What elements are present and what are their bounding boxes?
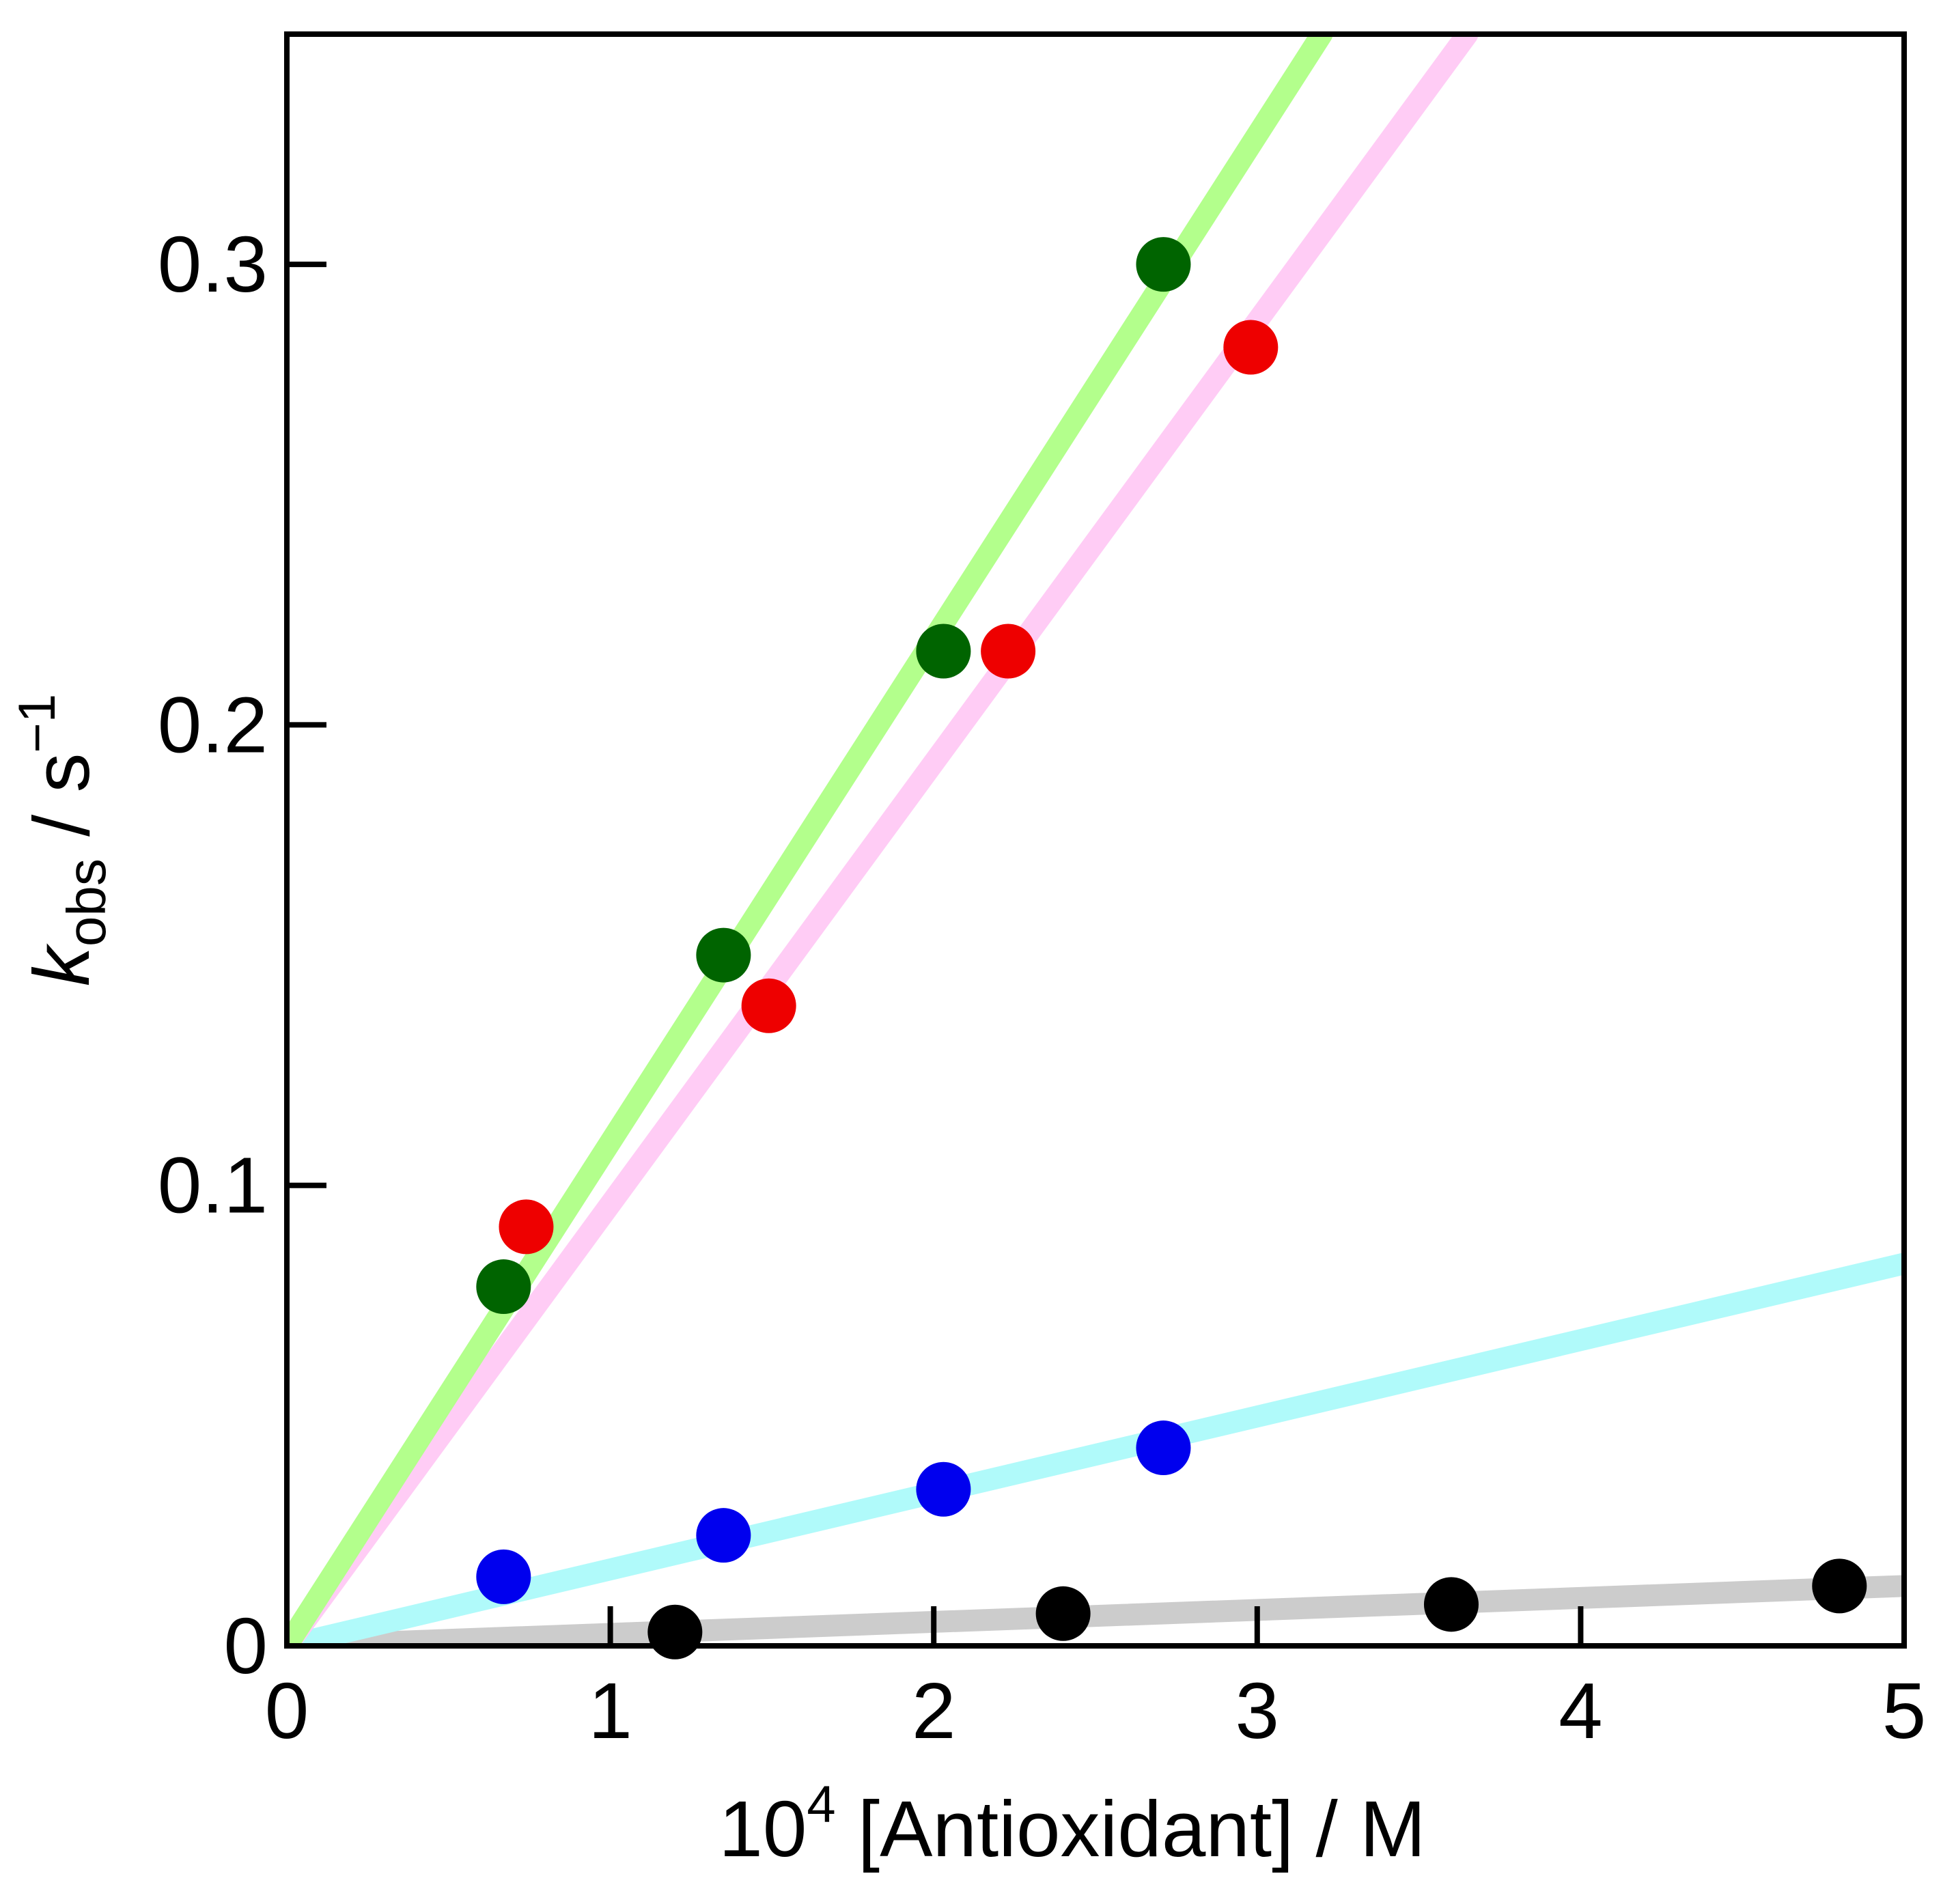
fit-lines — [287, 34, 1904, 1646]
data-point-blue-2 — [696, 1508, 751, 1563]
data-point-red-3 — [981, 624, 1036, 679]
x-axis-title: 104 [Antioxidant] / M — [718, 1776, 1425, 1873]
fit-line-black — [287, 1575, 1904, 1646]
x-axis-title-prefix: 10 — [718, 1784, 807, 1873]
fit-line-green — [287, 34, 1333, 1646]
x-tick-label-0: 0 — [265, 1666, 309, 1755]
y-tick-label-0: 0 — [223, 1601, 268, 1690]
data-point-black-2 — [1035, 1586, 1091, 1641]
tick-labels: 0 1 2 3 4 5 0 0.1 0.2 0.3 — [158, 220, 1927, 1755]
axis-ticks — [287, 262, 1584, 1646]
y-axis-title-symbol: k — [17, 943, 106, 986]
y-tick-label-0.1: 0.1 — [158, 1141, 268, 1230]
y-axis-title: kobs / s−1 — [8, 694, 117, 986]
data-point-blue-3 — [916, 1461, 971, 1517]
x-tick-label-4: 4 — [1559, 1666, 1603, 1755]
x-tick-label-5: 5 — [1882, 1666, 1927, 1755]
x-axis-title-suffix: [Antioxidant] / M — [836, 1784, 1426, 1873]
data-point-black-1 — [647, 1604, 703, 1660]
y-tick-label-0.2: 0.2 — [158, 680, 268, 769]
data-point-black-4 — [1812, 1558, 1867, 1614]
data-point-red-2 — [741, 978, 796, 1033]
data-point-blue-4 — [1136, 1420, 1191, 1476]
data-point-green-2 — [696, 927, 751, 983]
y-axis-title-unit: / s — [17, 753, 106, 858]
data-point-red-4 — [1223, 320, 1279, 375]
y-axis-title-unit-superscript: −1 — [8, 694, 66, 753]
y-axis-title-subscript: obs — [56, 858, 117, 947]
x-tick-label-2: 2 — [912, 1666, 956, 1755]
x-axis-title-superscript: 4 — [807, 1776, 835, 1834]
plot-frame — [284, 31, 1907, 1649]
data-point-red-1 — [499, 1199, 554, 1255]
data-point-green-1 — [476, 1259, 531, 1315]
fit-line-red — [287, 34, 1479, 1646]
data-point-black-3 — [1423, 1577, 1479, 1632]
y-tick-label-0.3: 0.3 — [158, 220, 268, 309]
x-tick-label-1: 1 — [588, 1666, 632, 1755]
data-point-blue-1 — [476, 1549, 531, 1604]
x-tick-label-3: 3 — [1235, 1666, 1280, 1755]
data-point-green-4 — [1136, 237, 1191, 292]
data-point-green-3 — [916, 624, 971, 679]
fit-line-blue — [287, 1252, 1904, 1646]
